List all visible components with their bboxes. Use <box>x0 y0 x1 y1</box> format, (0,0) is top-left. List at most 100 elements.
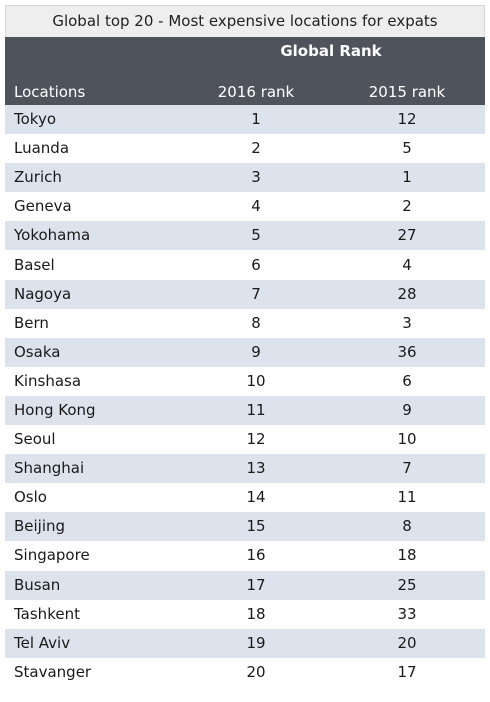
table-row: Hong Kong 11 9 <box>5 395 485 426</box>
cell-spacer <box>453 337 485 367</box>
cell-location: Kinshasa <box>5 366 210 396</box>
table-row: Singapore 16 18 <box>5 541 485 571</box>
cell-rank-2015: 27 <box>361 221 453 251</box>
table-row: Beijing 15 8 <box>5 512 485 542</box>
cell-spacer <box>302 483 361 513</box>
cell-spacer <box>302 366 361 396</box>
cell-rank-2016: 13 <box>210 454 302 484</box>
cell-rank-2015: 5 <box>361 134 453 164</box>
cell-location: Busan <box>5 570 210 600</box>
cell-rank-2015: 4 <box>361 250 453 280</box>
table-row: Basel 6 4 <box>5 250 485 280</box>
table-row: Nagoya 7 28 <box>5 279 485 309</box>
cell-location: Nagoya <box>5 279 210 309</box>
cell-spacer <box>302 221 361 251</box>
cell-location: Tokyo <box>5 105 210 135</box>
cell-rank-2016: 12 <box>210 425 302 455</box>
table-caption: Global top 20 - Most expensive locations… <box>5 5 485 37</box>
table-row: Tel Aviv 19 20 <box>5 628 485 658</box>
cell-spacer <box>453 425 485 455</box>
cell-spacer <box>302 541 361 571</box>
cell-spacer <box>453 134 485 164</box>
cell-location: Oslo <box>5 483 210 513</box>
cell-rank-2015: 6 <box>361 366 453 396</box>
rank-table: Tokyo 1 12 Luanda 2 5 Zurich 3 1 Geneva 4 2 Yokohama… <box>5 105 485 687</box>
cell-rank-2015: 2 <box>361 192 453 222</box>
cell-rank-2016: 1 <box>210 105 302 135</box>
cell-spacer <box>302 308 361 338</box>
cell-rank-2016: 2 <box>210 134 302 164</box>
cell-spacer <box>302 454 361 484</box>
cell-rank-2015: 11 <box>361 483 453 513</box>
cell-spacer <box>453 105 485 135</box>
cell-spacer <box>302 337 361 367</box>
cell-rank-2015: 10 <box>361 425 453 455</box>
cell-spacer <box>302 570 361 600</box>
cell-location: Tashkent <box>5 599 210 629</box>
table-row: Tokyo 1 12 <box>5 105 485 135</box>
table-row: Geneva 4 2 <box>5 192 485 222</box>
cell-rank-2015: 17 <box>361 657 453 687</box>
cell-rank-2015: 9 <box>361 395 453 426</box>
table-row: Oslo 14 11 <box>5 483 485 513</box>
cell-spacer <box>453 512 485 542</box>
cell-rank-2015: 28 <box>361 279 453 309</box>
rank-table-body: Tokyo 1 12 Luanda 2 5 Zurich 3 1 Geneva 4 2 Yokohama… <box>5 105 485 687</box>
cell-spacer <box>302 395 361 426</box>
cell-rank-2015: 7 <box>361 454 453 484</box>
cell-rank-2015: 18 <box>361 541 453 571</box>
cell-spacer <box>453 483 485 513</box>
cell-spacer <box>453 250 485 280</box>
cell-spacer <box>302 192 361 222</box>
cell-location: Tel Aviv <box>5 628 210 658</box>
cell-spacer <box>302 134 361 164</box>
cell-rank-2015: 33 <box>361 599 453 629</box>
table-row: Tashkent 18 33 <box>5 599 485 629</box>
table-row: Stavanger 20 17 <box>5 657 485 687</box>
cell-location: Basel <box>5 250 210 280</box>
cell-location: Zurich <box>5 163 210 193</box>
table-row: Osaka 9 36 <box>5 337 485 367</box>
cell-spacer <box>302 657 361 687</box>
table-row: Zurich 3 1 <box>5 163 485 193</box>
cell-rank-2015: 1 <box>361 163 453 193</box>
cell-rank-2015: 8 <box>361 512 453 542</box>
header-2016-rank: 2016 rank <box>217 83 295 101</box>
cell-spacer <box>453 366 485 396</box>
cell-rank-2016: 9 <box>210 337 302 367</box>
cell-spacer <box>453 628 485 658</box>
header-group-global-rank: Global Rank <box>280 42 382 60</box>
cell-rank-2016: 3 <box>210 163 302 193</box>
cell-location: Geneva <box>5 192 210 222</box>
cell-spacer <box>302 599 361 629</box>
cell-rank-2016: 18 <box>210 599 302 629</box>
cell-location: Seoul <box>5 425 210 455</box>
cell-spacer <box>302 425 361 455</box>
header-2015-rank: 2015 rank <box>368 83 446 101</box>
cell-location: Beijing <box>5 512 210 542</box>
rank-table-container: Global top 20 - Most expensive locations… <box>5 5 485 690</box>
cell-spacer <box>453 163 485 193</box>
cell-spacer <box>302 628 361 658</box>
cell-rank-2016: 7 <box>210 279 302 309</box>
table-row: Bern 8 3 <box>5 308 485 338</box>
cell-rank-2015: 36 <box>361 337 453 367</box>
cell-spacer <box>453 279 485 309</box>
cell-rank-2016: 17 <box>210 570 302 600</box>
cell-spacer <box>453 570 485 600</box>
header-locations: Locations <box>14 83 86 101</box>
cell-location: Bern <box>5 308 210 338</box>
cell-spacer <box>302 163 361 193</box>
cell-rank-2016: 14 <box>210 483 302 513</box>
cell-rank-2016: 5 <box>210 221 302 251</box>
table-row: Kinshasa 10 6 <box>5 366 485 396</box>
cell-location: Osaka <box>5 337 210 367</box>
cell-spacer <box>302 105 361 135</box>
cell-rank-2015: 20 <box>361 628 453 658</box>
cell-rank-2016: 20 <box>210 657 302 687</box>
cell-spacer <box>453 599 485 629</box>
table-row: Yokohama 5 27 <box>5 221 485 251</box>
cell-rank-2016: 10 <box>210 366 302 396</box>
cell-spacer <box>453 221 485 251</box>
cell-spacer <box>453 657 485 687</box>
